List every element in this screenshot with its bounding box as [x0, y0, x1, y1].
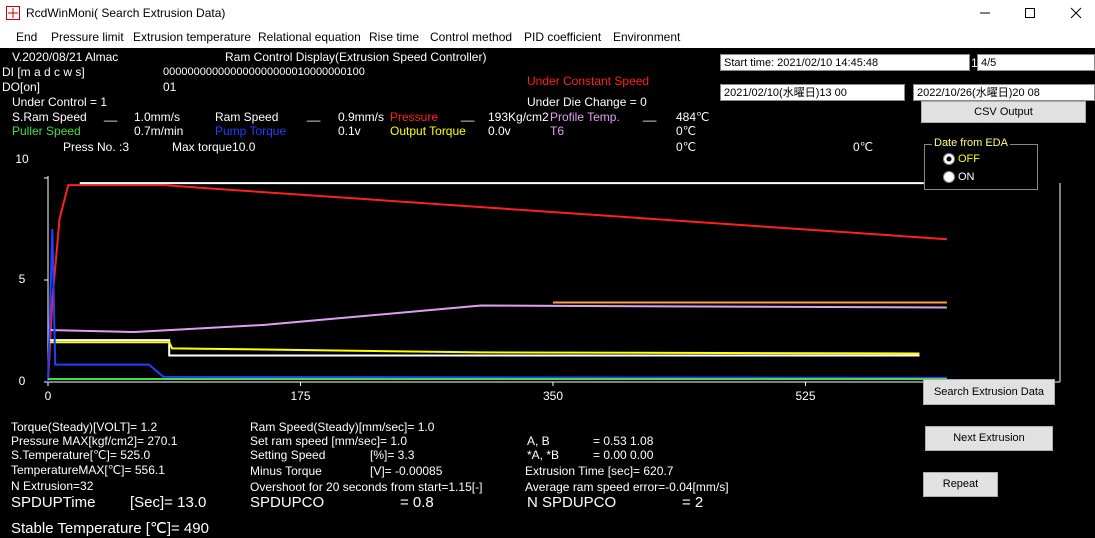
result: SPDUPCO: [250, 494, 325, 511]
start-time-field[interactable]: Start time: 2021/02/10 14:45:48: [720, 54, 970, 71]
result: TemperatureMAX[℃]= 556.1: [11, 463, 165, 477]
reading-value: 0.1v: [338, 124, 361, 138]
result-value: = 2: [682, 494, 704, 511]
result: Setting Speed: [250, 448, 326, 462]
x-tick-label: 175: [290, 389, 310, 403]
result: Extrusion Time [sec]= 620.7: [525, 464, 674, 478]
menu-item[interactable]: Pressure limit: [51, 30, 124, 44]
reading-sep: __: [307, 108, 321, 122]
do-label: DO[on]: [2, 80, 41, 94]
display-title: Ram Control Display(Extrusion Speed Cont…: [225, 50, 487, 64]
result: S.Temperature[℃]= 525.0: [11, 448, 151, 462]
data-line: [47, 184, 947, 383]
reading-value: 0.9mm/s: [338, 110, 385, 124]
reading-label: Puller Speed: [12, 124, 81, 138]
index: 1: [971, 56, 978, 70]
result: N SPDUPCO: [527, 494, 617, 511]
reading-label: S.Ram Speed: [12, 110, 87, 124]
next-button[interactable]: Next Extrusion: [925, 426, 1053, 451]
csv-button[interactable]: CSV Output: [921, 101, 1086, 123]
reading-value: 484℃: [676, 110, 710, 124]
result: Minus Torque: [250, 464, 322, 478]
data-line: [47, 304, 947, 334]
reading-label: Output Torque: [390, 124, 466, 138]
max-torque: Max torque10.0: [172, 140, 256, 154]
under-control: Under Control = 1: [12, 95, 108, 109]
date-to-picker[interactable]: 2022/10/26(水曜日)20 08: [913, 84, 1095, 101]
page-field[interactable]: 4/5: [977, 54, 1095, 71]
date-from-picker[interactable]: 2021/02/10(水曜日)13 00: [720, 84, 905, 101]
result-value: [V]= -0.00085: [370, 464, 443, 478]
temperature: 0℃: [853, 140, 874, 154]
result: *A, *B: [527, 448, 560, 462]
result-value: = 0.00 0.00: [593, 448, 654, 462]
x-tick-label: 525: [795, 389, 815, 403]
radio-label[interactable]: OFF: [958, 153, 980, 165]
x-tick-label: 0: [45, 389, 52, 403]
menu-bar: End Pressure limit Extrusion temperature…: [0, 26, 1095, 48]
y-tick-label: 5: [19, 272, 26, 286]
data-line: [48, 339, 920, 357]
result: Pressure MAX[kgf/cm2]= 270.1: [11, 434, 178, 448]
di-value: 000000000000000000000010000000100: [163, 66, 365, 78]
reading-sep: __: [643, 108, 657, 122]
reading-sep: __: [104, 108, 118, 122]
window-title: RcdWinMoni( Search Extrusion Data): [26, 6, 226, 20]
repeat-button[interactable]: Repeat: [923, 472, 998, 497]
result-value: = 0.53 1.08: [593, 434, 654, 448]
menu-item[interactable]: End: [16, 30, 38, 44]
result: Torque(Steady)[VOLT]= 1.2: [11, 420, 158, 434]
menu-item[interactable]: Environment: [613, 30, 681, 44]
reading-label: Ram Speed: [215, 110, 279, 124]
do-value: 01: [163, 80, 177, 94]
reading-value: 1.0mm/s: [134, 110, 181, 124]
window-controls[interactable]: [955, 0, 1095, 26]
result: Set ram speed [mm/sec]= 1.0: [250, 434, 408, 448]
di-label: DI [m a d c w s]: [2, 65, 85, 79]
group-label: Date from EDA: [932, 136, 1010, 150]
under-die-change: Under Die Change = 0: [527, 95, 647, 109]
version: V.2020/08/21 Almac: [12, 50, 119, 64]
result: Overshoot for 20 seconds from start=1.15…: [250, 480, 483, 494]
result-value: [%]= 3.3: [370, 448, 415, 462]
result: A, B: [527, 434, 550, 448]
reading-label: Profile Temp.: [550, 110, 620, 124]
y-tick-label: 0: [19, 374, 26, 388]
y-tick-label: 10: [15, 152, 29, 166]
press-no: Press No. :3: [63, 140, 130, 154]
reading-value: 0.7m/min: [134, 124, 184, 138]
x-tick-label: 350: [543, 389, 563, 403]
result: Average ram speed error=-0.04[mm/s]: [525, 480, 729, 494]
reading-value: 0℃: [676, 124, 697, 138]
app-icon: [6, 6, 20, 20]
menu-item[interactable]: Extrusion temperature: [133, 30, 252, 44]
reading-label: Pump Torque: [215, 124, 287, 138]
title-bar: RcdWinMoni( Search Extrusion Data): [0, 0, 1095, 26]
temperature: 0℃: [676, 140, 697, 154]
menu-item[interactable]: Control method: [430, 30, 513, 44]
reading-value: 193Kg/cm2: [488, 110, 549, 124]
data-line: [47, 228, 947, 383]
menu-item[interactable]: Rise time: [369, 30, 420, 44]
result: Stable Temperature [℃]= 490: [11, 520, 209, 537]
reading-label: T6: [550, 124, 565, 138]
result-value: = 0.8: [400, 494, 434, 511]
result-value: [Sec]= 13.0: [130, 494, 207, 511]
menu-item[interactable]: Relational equation: [258, 30, 361, 44]
radio-buttons[interactable]: [942, 152, 956, 192]
result: N Extrusion=32: [11, 479, 94, 493]
reading-sep: __: [461, 108, 475, 122]
result: Ram Speed(Steady)[mm/sec]= 1.0: [250, 420, 435, 434]
radio-label[interactable]: ON: [958, 171, 975, 183]
result: SPDUPTime: [11, 494, 96, 511]
reading-label: Pressure: [390, 110, 439, 124]
search-button[interactable]: Search Extrusion Data: [923, 379, 1055, 405]
menu-item[interactable]: PID coefficient: [524, 30, 602, 44]
data-line: [48, 341, 920, 355]
reading-value: 0.0v: [488, 124, 511, 138]
mode: Under Constant Speed: [527, 74, 650, 88]
